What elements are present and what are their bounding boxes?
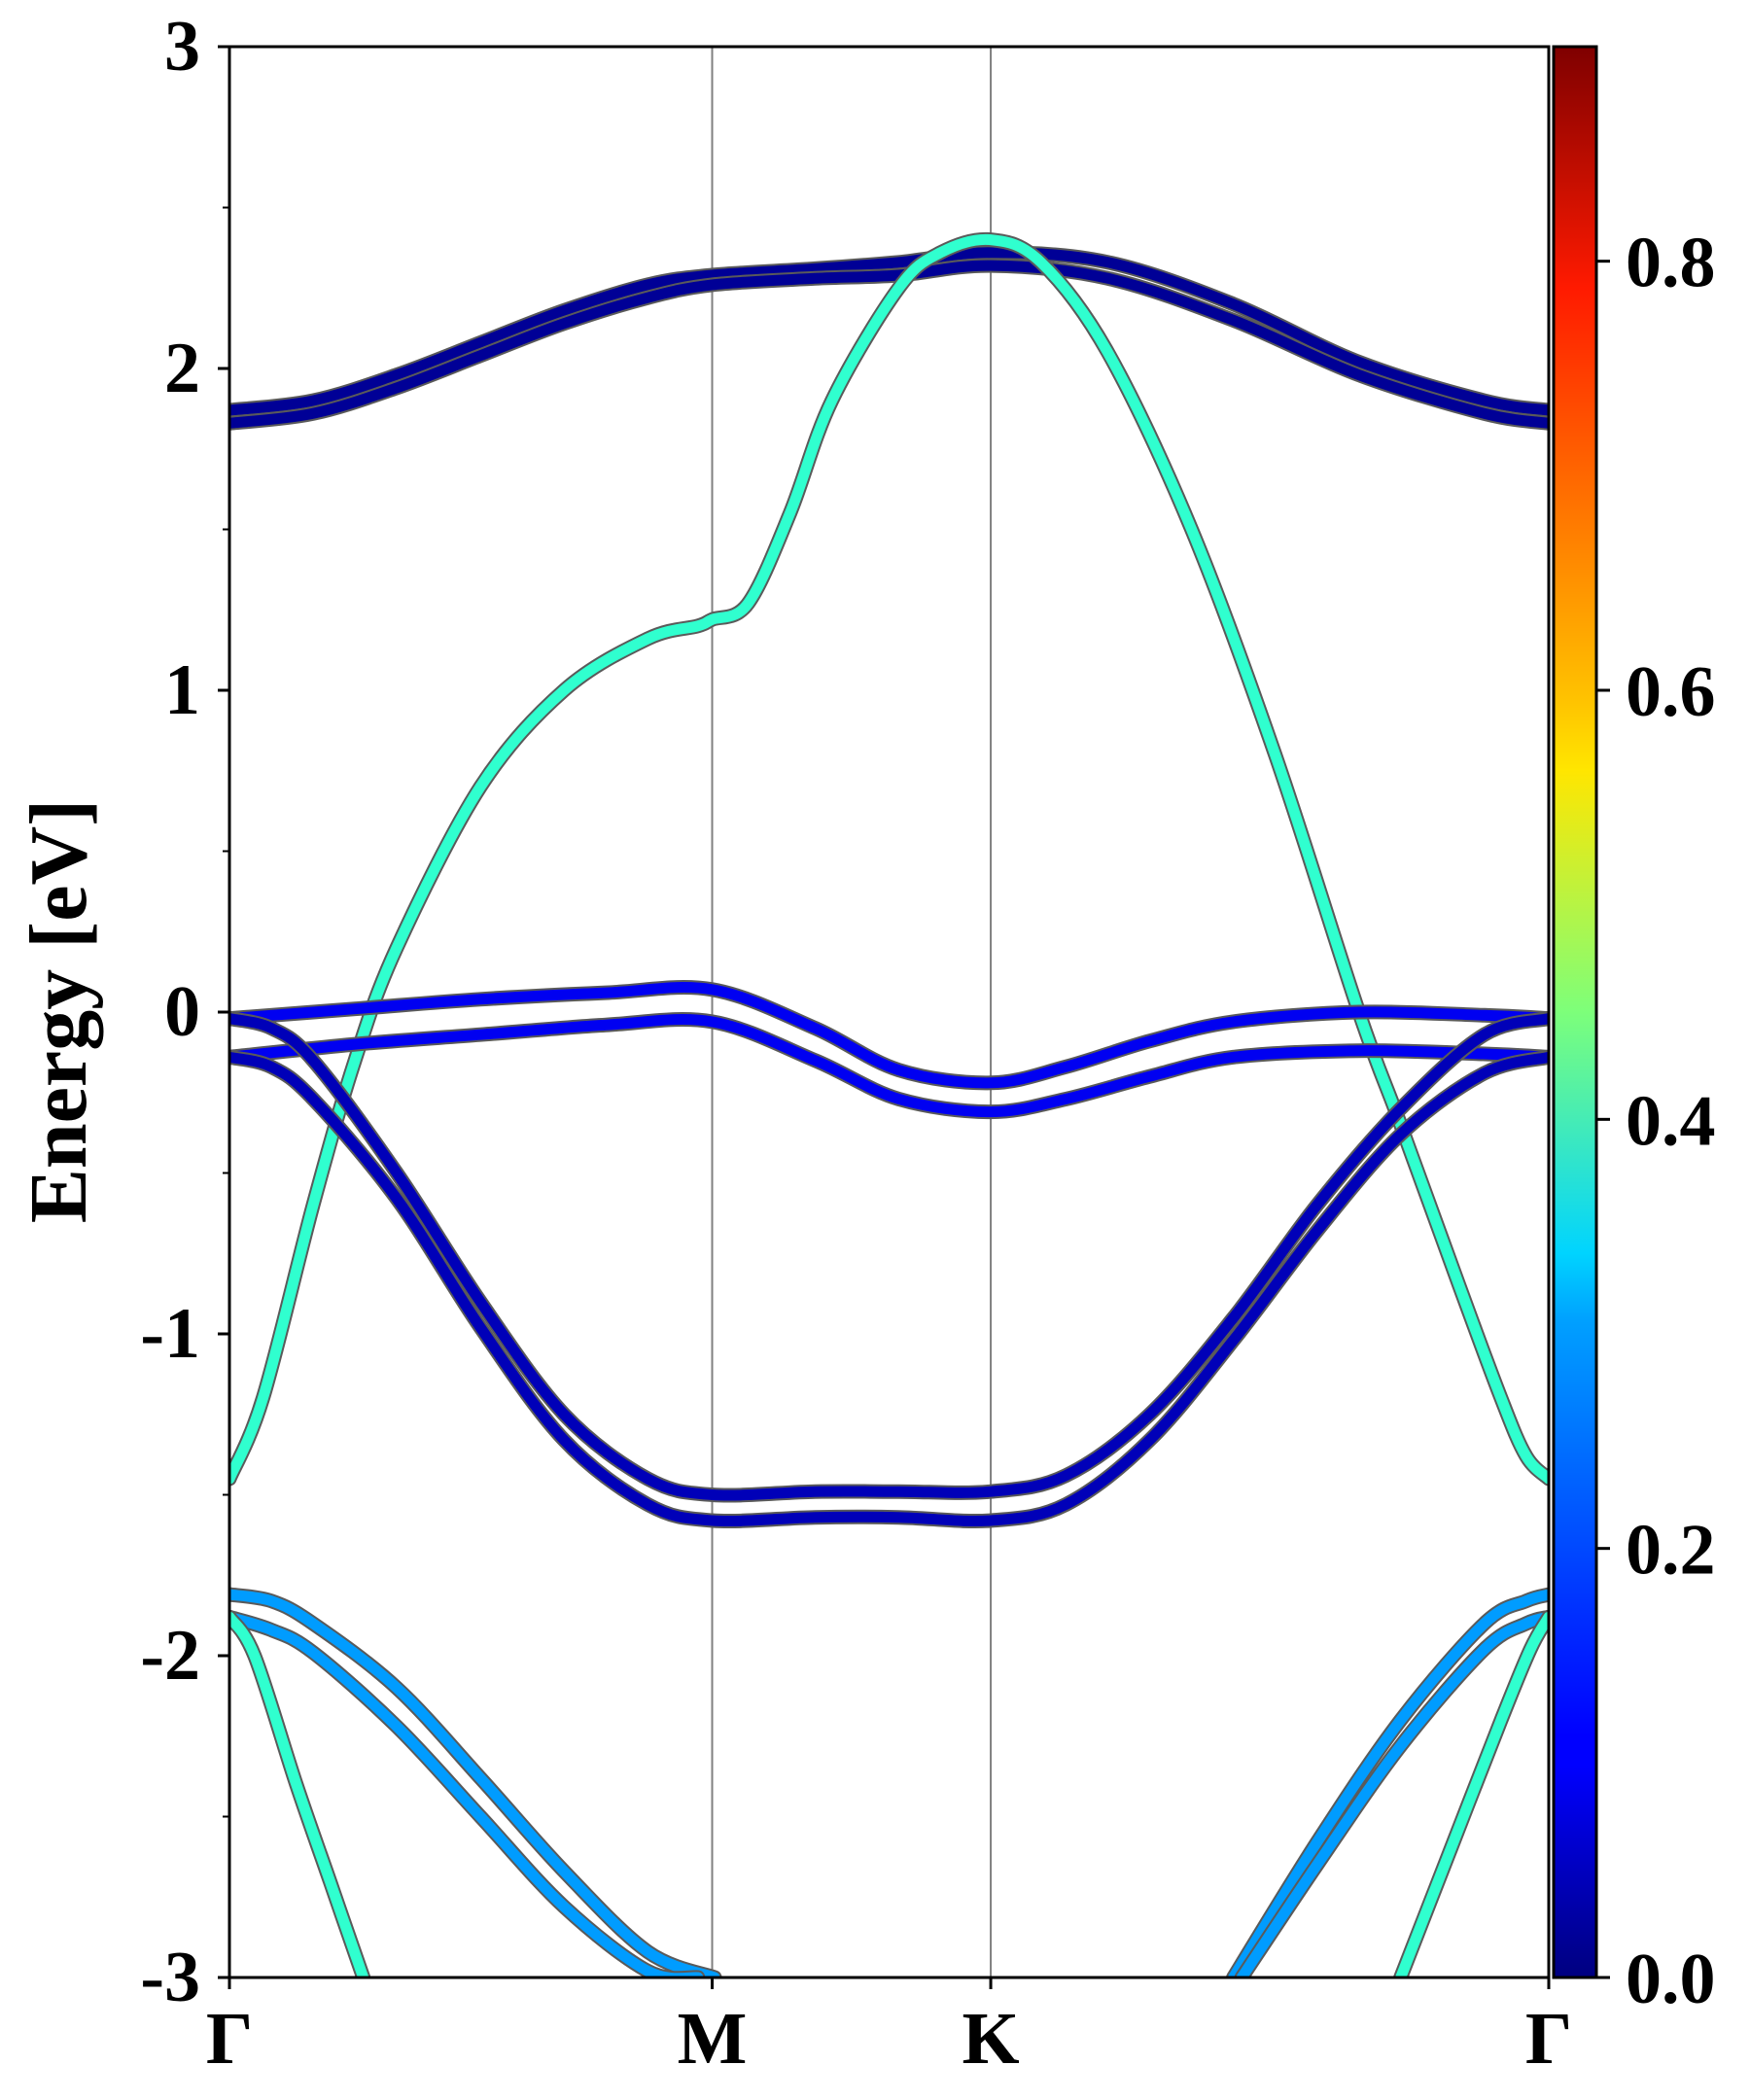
band-3-line bbox=[229, 233, 1549, 1485]
x-tick-label: M bbox=[678, 1998, 748, 2080]
band-10 bbox=[1226, 1587, 1549, 1978]
y-axis: 3 2 1 0 -1 -2 -3 bbox=[140, 7, 229, 2017]
bands-group bbox=[229, 231, 1549, 1978]
band-9 bbox=[229, 1609, 706, 1978]
band-2 bbox=[229, 258, 1549, 431]
band-7-line bbox=[229, 1051, 1549, 1527]
band-12 bbox=[229, 1609, 371, 1978]
band-7-outline bbox=[229, 1049, 1549, 1529]
high-symmetry-lines bbox=[711, 47, 993, 1978]
colorbar-tick-label: 0.4 bbox=[1626, 1081, 1716, 1161]
y-tick-label: -1 bbox=[140, 1294, 200, 1374]
band-4-line bbox=[229, 982, 1549, 1089]
band-3-outline bbox=[229, 231, 1549, 1487]
band-5-line bbox=[229, 1014, 1549, 1118]
band-11 bbox=[1234, 1609, 1549, 1978]
band-8 bbox=[229, 1587, 722, 1978]
band-10-line bbox=[1228, 1589, 1549, 1978]
band-6 bbox=[229, 1011, 1549, 1503]
x-tick-label: K bbox=[962, 1998, 1019, 2080]
colorbar-tick-label: 0.2 bbox=[1626, 1511, 1716, 1591]
colorbar bbox=[1552, 45, 1598, 1979]
band-11-outline bbox=[1234, 1609, 1549, 1978]
y-tick-label: 3 bbox=[164, 7, 200, 87]
colorbar-axis: 0.0 0.2 0.4 0.6 0.8 bbox=[1596, 224, 1716, 2019]
x-tick-label: Γ bbox=[206, 1998, 253, 2080]
y-tick-label: -3 bbox=[140, 1938, 200, 2017]
y-axis-title: Energy [eV] bbox=[14, 799, 104, 1223]
colorbar-tick-label: 0.8 bbox=[1626, 224, 1716, 303]
band-3 bbox=[229, 231, 1549, 1487]
band-6-line bbox=[229, 1013, 1549, 1501]
band-7 bbox=[229, 1049, 1549, 1529]
band-4 bbox=[229, 980, 1549, 1091]
y-tick-label: -2 bbox=[140, 1616, 200, 1696]
band-11-line bbox=[1236, 1611, 1549, 1978]
colorbar-tick-label: 0.0 bbox=[1626, 1940, 1716, 2019]
band-1 bbox=[229, 245, 1549, 418]
colorbar-tick-label: 0.6 bbox=[1626, 652, 1716, 732]
band-1-line bbox=[229, 247, 1549, 416]
y-tick-label: 0 bbox=[164, 972, 200, 1052]
band-9-line bbox=[229, 1611, 704, 1978]
band-13-line bbox=[1395, 1611, 1549, 1978]
y-tick-label: 1 bbox=[164, 650, 200, 730]
x-tick-label: Γ bbox=[1525, 1998, 1572, 2080]
band-13 bbox=[1393, 1609, 1549, 1978]
y-tick-label: 2 bbox=[164, 329, 200, 408]
band-12-line bbox=[229, 1611, 369, 1978]
band-5 bbox=[229, 1012, 1549, 1120]
band-2-line bbox=[229, 260, 1549, 429]
band-8-line bbox=[229, 1589, 720, 1978]
